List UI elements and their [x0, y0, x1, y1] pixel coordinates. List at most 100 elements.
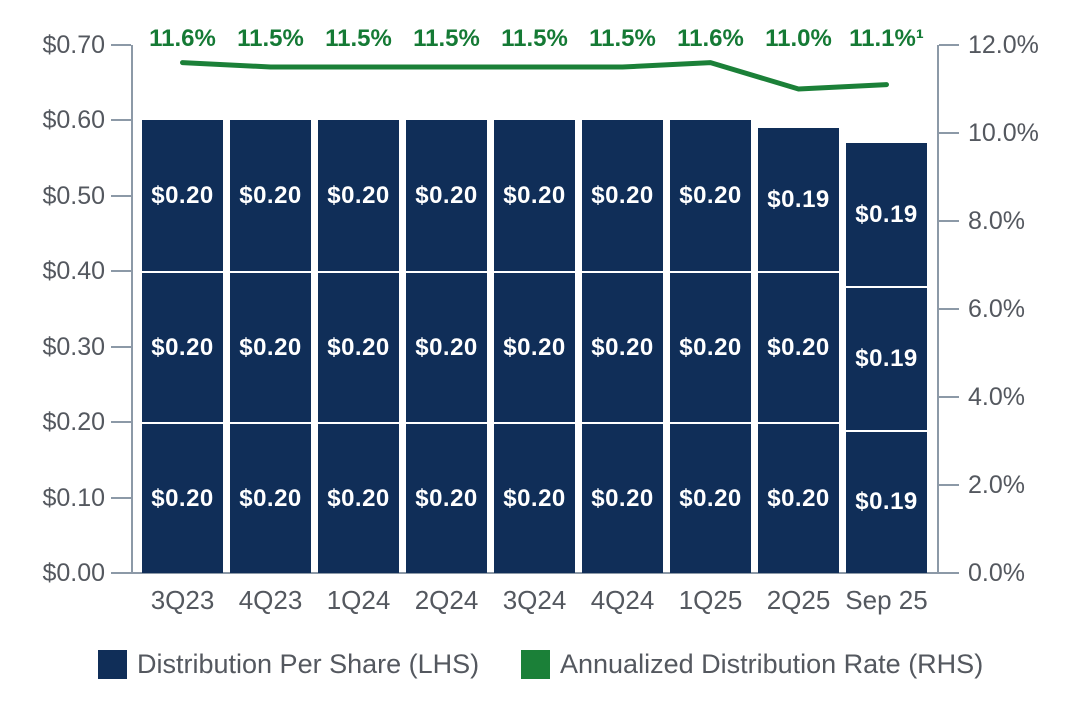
- bar-value-label: $0.20: [151, 333, 214, 361]
- right-axis-tick: [939, 220, 959, 222]
- right-axis-tick: [939, 396, 959, 398]
- bar-segment: $0.20: [142, 422, 223, 573]
- rate-point-label: 11.5%: [589, 25, 656, 52]
- left-axis-tick: [111, 345, 131, 348]
- category-label: 2Q25: [766, 585, 831, 615]
- line-series-swatch: [521, 649, 550, 679]
- bar-segment: $0.20: [494, 120, 575, 272]
- category-label: 4Q23: [238, 585, 303, 615]
- bar-segment: $0.20: [142, 271, 223, 423]
- legend-item-distribution-per-share: Distribution Per Share (LHS): [98, 648, 479, 680]
- bar-value-label: $0.20: [503, 333, 566, 361]
- bar-value-label: $0.20: [503, 484, 566, 512]
- right-axis-tick-label: 2.0%: [968, 471, 1025, 499]
- bar-segment: $0.19: [846, 286, 927, 430]
- left-axis-tick: [111, 421, 131, 424]
- bar-segment: $0.20: [582, 271, 663, 423]
- bar-segment: $0.20: [758, 271, 839, 423]
- right-axis-line: [937, 45, 939, 574]
- rate-point-label: 11.0%: [765, 25, 832, 52]
- left-axis-tick-label: $0.60: [42, 106, 105, 135]
- rate-point-label: 11.6%: [149, 25, 216, 52]
- left-axis-line: [131, 45, 133, 574]
- bar-segment: $0.20: [230, 422, 311, 573]
- category-label: 3Q23: [150, 585, 215, 615]
- bar-value-label: $0.20: [679, 484, 742, 512]
- bar-segment: $0.19: [846, 143, 927, 287]
- bar-segment: $0.20: [670, 271, 751, 423]
- left-axis-tick-label: $0.20: [42, 408, 105, 437]
- bar-segment: $0.20: [318, 271, 399, 423]
- bar-segment: $0.20: [758, 422, 839, 573]
- left-axis-tick-label: $0.70: [42, 31, 105, 59]
- bar-value-label: $0.20: [327, 484, 390, 512]
- left-axis-tick: [111, 44, 131, 46]
- rate-point-label: 11.1%¹: [849, 25, 924, 52]
- bar-value-label: $0.20: [679, 333, 742, 361]
- bar-segment: $0.20: [318, 422, 399, 573]
- bar-value-label: $0.19: [855, 345, 918, 373]
- right-axis-tick: [939, 484, 959, 486]
- category-label: 1Q24: [326, 585, 391, 615]
- left-axis-tick-label: $0.00: [42, 559, 105, 587]
- bar-value-label: $0.20: [327, 333, 390, 361]
- bar-value-label: $0.20: [239, 484, 302, 512]
- bar-value-label: $0.20: [767, 333, 830, 361]
- rate-point-label: 11.5%: [501, 25, 568, 52]
- bar-value-label: $0.20: [151, 181, 214, 209]
- bar-value-label: $0.20: [503, 181, 566, 209]
- right-axis-tick: [939, 572, 959, 574]
- bar-segment: $0.20: [406, 271, 487, 423]
- category-label: Sep 25: [845, 585, 928, 615]
- bar-segment: $0.20: [406, 120, 487, 272]
- bar-segment: $0.20: [230, 271, 311, 423]
- bar-segment: $0.20: [142, 120, 223, 272]
- bar-segment: $0.20: [582, 120, 663, 272]
- bar-value-label: $0.20: [239, 181, 302, 209]
- bar-value-label: $0.20: [591, 181, 654, 209]
- bar-segment: $0.20: [406, 422, 487, 573]
- rate-point-label: 11.6%: [677, 25, 744, 52]
- bar-segment: $0.20: [494, 422, 575, 573]
- bar-value-label: $0.20: [767, 484, 830, 512]
- right-axis-tick-label: 0.0%: [968, 559, 1025, 587]
- right-axis-tick-label: 6.0%: [968, 295, 1025, 323]
- bar-value-label: $0.20: [591, 333, 654, 361]
- left-axis-tick-label: $0.40: [42, 257, 105, 286]
- bar-segment: $0.19: [846, 429, 927, 573]
- bar-value-label: $0.19: [767, 185, 830, 213]
- bar-segment: $0.20: [318, 120, 399, 272]
- left-axis-tick: [111, 572, 131, 574]
- bar-series-legend-label: Distribution Per Share (LHS): [137, 648, 480, 679]
- legend-item-annualized-rate: Annualized Distribution Rate (RHS): [521, 648, 983, 680]
- bar-segment: $0.20: [670, 120, 751, 272]
- right-axis-tick-label: 12.0%: [968, 31, 1039, 59]
- right-axis-tick-label: 10.0%: [968, 119, 1039, 147]
- right-axis-tick: [939, 132, 959, 134]
- right-axis-tick: [939, 308, 959, 310]
- left-axis-tick: [111, 270, 131, 273]
- bar-segment: $0.19: [758, 127, 839, 272]
- left-axis-tick-label: $0.30: [42, 332, 105, 361]
- bar-segment: $0.20: [230, 120, 311, 272]
- rate-point-label: 11.5%: [325, 25, 392, 52]
- line-series-legend-label: Annualized Distribution Rate (RHS): [560, 648, 984, 679]
- left-axis-tick: [111, 194, 131, 197]
- category-label: 1Q25: [678, 585, 743, 615]
- bar-segment: $0.20: [494, 271, 575, 423]
- category-label: 4Q24: [590, 585, 655, 615]
- bar-series-swatch: [98, 649, 127, 679]
- left-axis-tick: [111, 496, 131, 499]
- category-label: 2Q24: [414, 585, 479, 615]
- left-axis-tick-label: $0.10: [42, 483, 105, 512]
- bar-value-label: $0.20: [415, 484, 478, 512]
- bar-value-label: $0.20: [151, 484, 214, 512]
- bar-segment: $0.20: [670, 422, 751, 573]
- bar-segment: $0.20: [582, 422, 663, 573]
- right-axis-tick: [939, 44, 959, 46]
- rate-line: [180, 60, 889, 92]
- bar-value-label: $0.20: [239, 333, 302, 361]
- bar-value-label: $0.20: [591, 484, 654, 512]
- bar-value-label: $0.20: [415, 333, 478, 361]
